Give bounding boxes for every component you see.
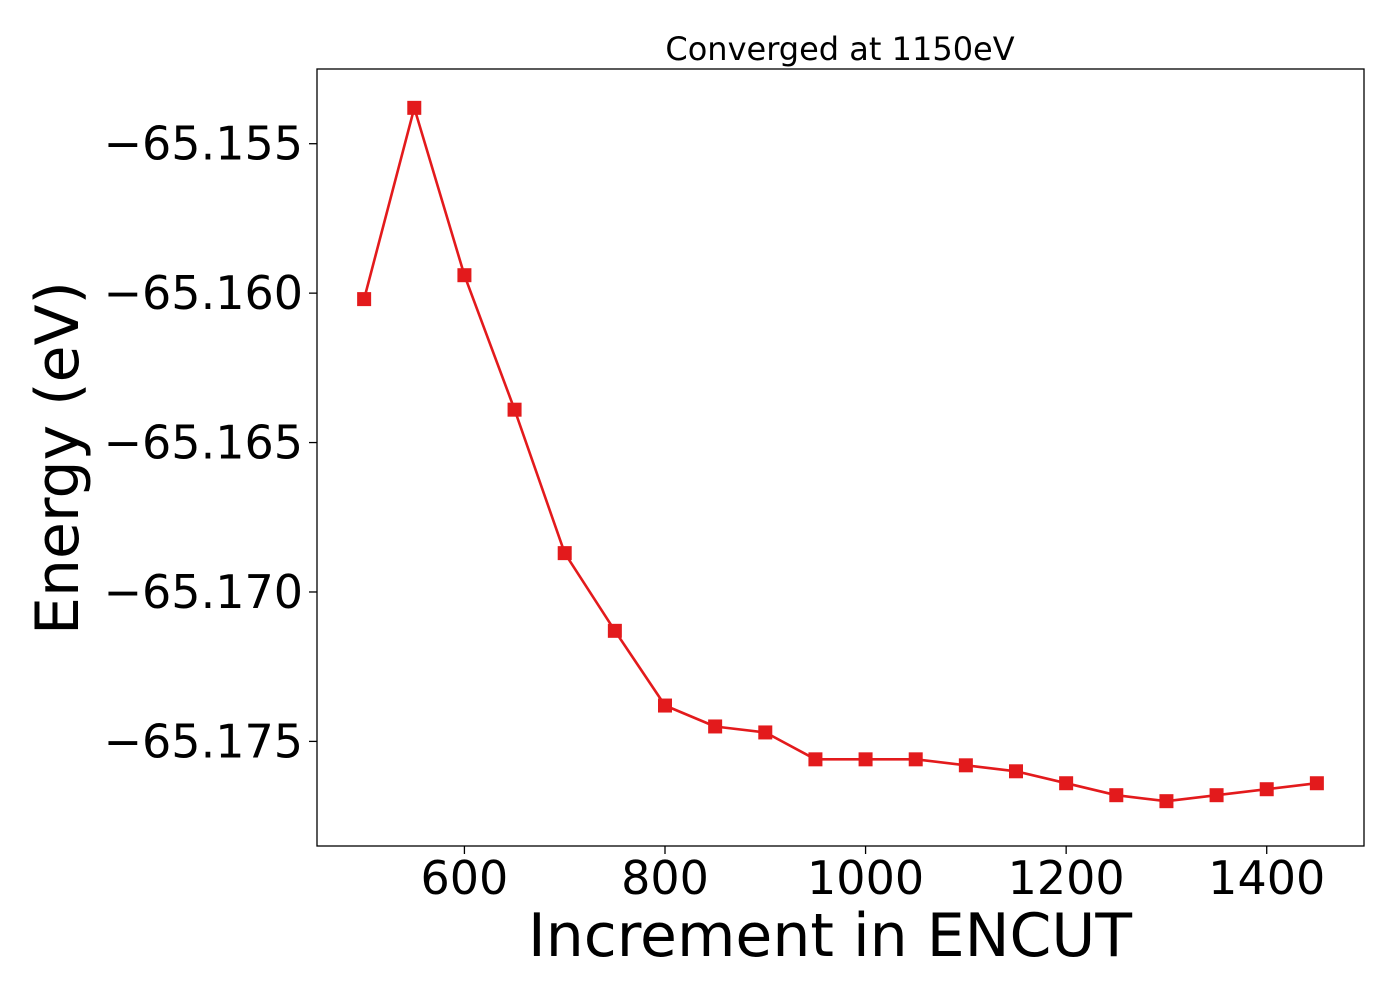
data-point xyxy=(1009,764,1024,779)
data-point xyxy=(1259,782,1274,797)
y-axis-label: Energy (eV) xyxy=(23,281,93,635)
data-point xyxy=(1159,794,1174,809)
data-point xyxy=(808,752,823,767)
x-tick-label: 1400 xyxy=(1208,851,1325,905)
data-point xyxy=(407,100,422,115)
y-axis: −65.155 −65.160 −65.165 −65.170 −65.175 xyxy=(104,117,317,768)
data-point xyxy=(657,698,672,713)
data-point xyxy=(858,752,873,767)
data-point xyxy=(457,268,472,283)
series-line xyxy=(362,106,1318,803)
x-axis-label: Increment in ENCUT xyxy=(528,901,1132,971)
x-axis: 600 800 1000 1200 1400 xyxy=(421,846,1325,905)
data-point xyxy=(507,402,522,417)
data-point xyxy=(708,719,723,734)
y-tick-label: −65.165 xyxy=(104,416,304,470)
x-tick-label: 1000 xyxy=(807,851,924,905)
y-tick-label: −65.175 xyxy=(104,714,304,768)
x-tick-label: 600 xyxy=(421,851,509,905)
data-point xyxy=(1059,776,1074,791)
chart-title: Converged at 1150eV xyxy=(665,30,1014,68)
data-point xyxy=(607,623,622,638)
data-point xyxy=(958,758,973,773)
y-tick-label: −65.170 xyxy=(104,565,304,619)
y-tick-label: −65.160 xyxy=(104,266,304,320)
data-point xyxy=(557,546,572,561)
x-tick-label: 1200 xyxy=(1008,851,1125,905)
plot-frame xyxy=(316,68,1365,847)
y-tick-label: −65.155 xyxy=(104,117,304,171)
data-point xyxy=(1309,776,1324,791)
plot-area xyxy=(357,100,1324,809)
data-point xyxy=(1109,788,1124,803)
data-point xyxy=(1209,788,1224,803)
x-tick-label: 800 xyxy=(621,851,709,905)
data-point xyxy=(758,725,773,740)
data-point xyxy=(357,292,372,307)
data-point xyxy=(908,752,923,767)
